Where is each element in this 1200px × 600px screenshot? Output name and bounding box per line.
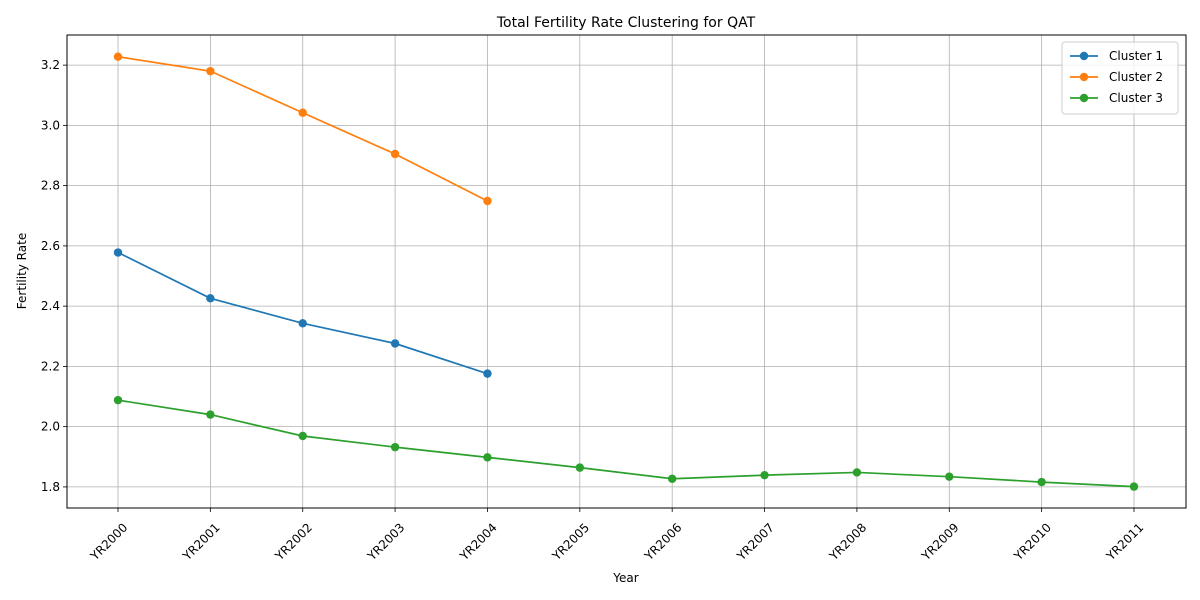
x-tick-label: YR2011 xyxy=(1103,520,1146,563)
data-point xyxy=(1129,482,1139,491)
grid-lines xyxy=(67,35,1186,508)
y-axis-ticks: 1.8 2.0 2.2 2.4 2.6 2.8 3.0 3.2 xyxy=(41,58,67,494)
y-tick-label: 3.0 xyxy=(41,118,60,132)
y-tick-label: 1.8 xyxy=(41,480,60,494)
data-point xyxy=(298,319,307,328)
data-point xyxy=(575,463,585,472)
x-tick-label: YR2003 xyxy=(364,520,407,563)
x-tick-label: YR2001 xyxy=(179,520,222,563)
y-tick-label: 2.2 xyxy=(41,359,60,373)
legend-entry: Cluster 1 xyxy=(1070,49,1163,63)
x-tick-label: YR2004 xyxy=(457,520,500,563)
data-point xyxy=(298,108,307,117)
series-lines xyxy=(113,52,1139,491)
legend: Cluster 1 Cluster 2 Cluster 3 xyxy=(1061,41,1179,115)
legend-box xyxy=(1061,41,1179,115)
legend-label: Cluster 3 xyxy=(1109,91,1163,105)
y-tick-label: 2.6 xyxy=(41,239,60,253)
legend-label: Cluster 2 xyxy=(1109,70,1163,84)
data-point xyxy=(945,472,954,481)
data-point xyxy=(113,52,123,61)
y-tick-label: 3.2 xyxy=(41,58,60,72)
chart-title: Total Fertility Rate Clustering for QAT xyxy=(496,15,756,31)
data-point xyxy=(206,66,215,76)
series-line xyxy=(117,399,1135,488)
x-tick-label: YR2000 xyxy=(87,520,130,563)
data-point xyxy=(483,196,492,206)
data-point xyxy=(390,149,400,159)
series-3 xyxy=(113,395,1139,491)
legend-entry: Cluster 3 xyxy=(1070,91,1163,105)
series-1 xyxy=(113,248,492,378)
data-point xyxy=(852,468,862,477)
data-point xyxy=(390,442,400,452)
plot-area-frame xyxy=(66,34,1187,509)
series-2 xyxy=(113,52,492,206)
x-tick-label: YR2010 xyxy=(1011,520,1054,563)
data-point xyxy=(483,453,492,462)
data-point xyxy=(206,294,215,303)
x-tick-label: YR2005 xyxy=(549,520,592,563)
legend-label: Cluster 1 xyxy=(1109,49,1163,63)
x-tick-label: YR2008 xyxy=(826,520,869,563)
y-tick-label: 2.4 xyxy=(41,299,60,313)
x-tick-label: YR2006 xyxy=(641,520,684,563)
data-point xyxy=(298,431,307,441)
legend-marker xyxy=(1079,93,1089,103)
data-point xyxy=(206,410,215,419)
y-tick-label: 2.8 xyxy=(41,179,60,193)
data-point xyxy=(113,248,123,257)
x-tick-label: YR2002 xyxy=(272,520,315,563)
x-axis-ticks: YR2000 YR2001 YR2002 YR2003 YR2004 YR2005 YR20… xyxy=(87,508,1146,564)
data-point xyxy=(390,339,400,348)
legend-entry: Cluster 2 xyxy=(1070,70,1163,84)
y-tick-label: 2.0 xyxy=(41,420,60,434)
data-point xyxy=(113,395,123,405)
data-point xyxy=(1037,477,1046,487)
y-axis-label: Fertility Rate xyxy=(15,233,29,309)
x-axis-label: Year xyxy=(612,571,638,585)
data-point xyxy=(483,369,492,378)
data-point xyxy=(760,470,769,480)
legend-marker xyxy=(1079,72,1089,82)
x-tick-label: YR2007 xyxy=(734,520,777,563)
data-point xyxy=(667,474,677,483)
legend-marker xyxy=(1079,51,1089,61)
x-tick-label: YR2009 xyxy=(918,520,961,563)
